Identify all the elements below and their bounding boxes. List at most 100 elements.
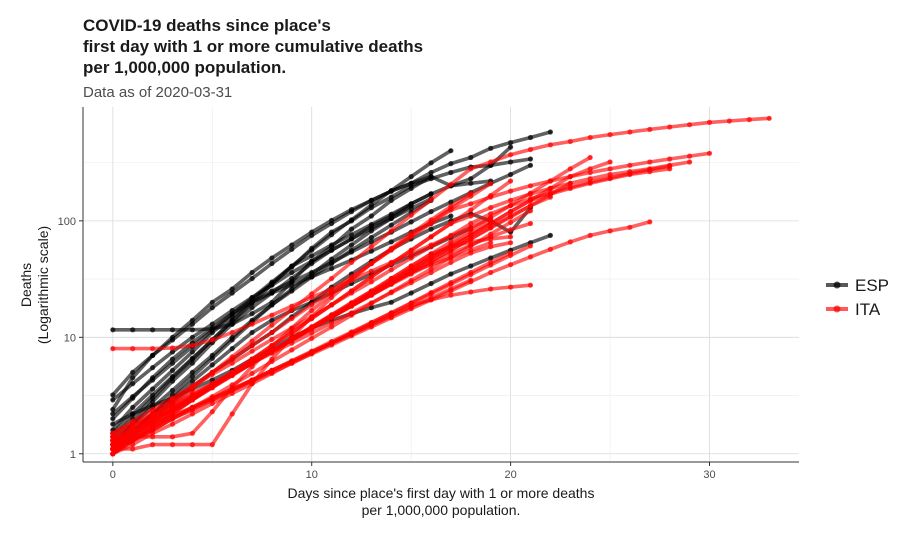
x-tick-label: 0 [110,469,116,481]
data-point-ita [209,400,215,407]
data-point-esp [189,369,195,375]
data-point-esp [169,349,176,355]
data-point-ita [428,290,434,296]
data-point-ita [388,267,394,273]
data-point-ita [667,124,673,130]
data-point-ita [249,364,255,370]
data-point-esp [169,367,176,373]
data-point-ita [726,118,733,124]
data-point-ita [169,345,176,351]
data-point-esp [428,160,434,166]
data-point-ita [508,240,514,246]
data-point-ita [249,342,255,349]
data-point-ita [687,122,693,128]
data-point-esp [408,201,414,207]
data-point-ita [368,300,374,306]
data-point-ita [209,409,215,415]
data-point-ita [547,194,554,200]
data-point-ita [448,251,454,257]
data-point-esp [329,256,335,262]
data-point-ita [229,390,235,396]
data-point-ita [289,315,295,322]
data-point-esp [348,217,355,223]
data-point-ita [150,406,156,413]
data-point-ita [448,292,454,298]
data-point-ita [508,152,514,158]
data-point-ita [468,166,474,172]
data-point-esp [289,246,295,252]
data-point-ita [428,197,434,203]
data-point-ita [508,213,514,219]
data-point-esp [269,281,275,288]
data-point-esp [368,239,374,245]
data-point-ita [428,254,434,260]
data-point-esp [329,247,335,253]
data-point-ita [309,335,315,341]
data-point-esp [229,318,235,324]
data-point-esp [150,377,156,383]
data-point-esp [428,174,434,180]
data-point-ita [229,360,235,366]
data-point-ita [647,126,653,132]
data-point-ita [329,324,335,330]
data-point-ita [169,421,176,427]
data-point-ita [527,203,534,209]
data-point-esp [428,209,434,215]
legend-key-point-esp [833,281,841,289]
data-point-ita [249,370,255,376]
data-point-ita [527,243,534,249]
data-point-ita [488,224,494,230]
data-point-ita [508,219,514,225]
data-point-ita [110,437,116,444]
data-point-ita [508,262,514,268]
data-point-esp [468,176,474,182]
data-point-ita [229,411,235,417]
data-point-ita [408,212,414,218]
data-point-esp [527,156,534,162]
data-point-ita [408,251,414,257]
data-point-ita [468,230,474,236]
data-point-ita [468,277,474,283]
data-point-ita [309,350,315,356]
data-point-esp [368,234,374,241]
data-point-esp [329,260,335,267]
data-point-ita [667,163,673,169]
data-point-ita [508,197,514,203]
data-point-ita [508,227,514,233]
data-point-esp [388,188,394,194]
data-point-esp [130,404,136,410]
data-point-ita [547,246,554,252]
data-point-ita [348,301,355,307]
data-point-esp [448,148,454,154]
data-point-esp [508,171,514,178]
data-point-ita [289,347,295,353]
data-point-ita [706,119,713,125]
legend-item-esp: ESP [826,276,889,295]
data-point-ita [706,150,713,156]
data-point-esp [348,242,355,248]
data-point-ita [587,154,593,161]
data-point-ita [189,390,195,396]
data-point-ita [368,289,374,295]
x-tick-label: 30 [703,469,715,481]
data-point-esp [209,321,215,327]
data-point-ita [508,202,514,208]
data-point-ita [150,411,156,417]
x-axis-ticks: 0 10 20 30 [110,462,716,481]
data-point-esp [488,145,494,151]
data-point-ita [348,275,355,282]
data-point-esp [309,274,315,280]
data-point-esp [209,352,215,358]
data-point-esp [169,327,176,333]
data-point-ita [527,282,534,288]
data-point-esp [428,191,434,197]
data-point-ita [110,446,116,452]
data-point-ita [289,340,295,346]
data-point-ita [348,310,355,316]
data-point-esp [348,247,355,253]
data-point-esp [130,369,136,375]
data-point-esp [249,311,255,317]
data-point-ita [508,250,514,256]
data-point-esp [150,352,156,358]
data-point-ita [448,220,454,227]
